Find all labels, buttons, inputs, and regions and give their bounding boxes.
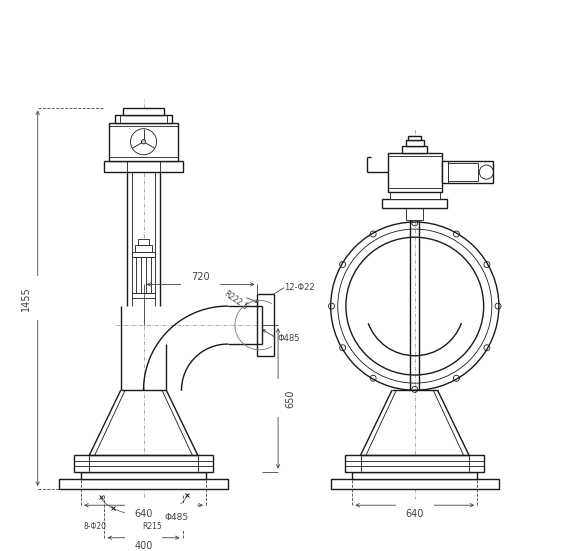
Bar — [442, 161, 494, 183]
Bar — [132, 252, 155, 257]
Text: R215: R215 — [142, 522, 162, 531]
Bar — [353, 472, 477, 479]
Bar — [448, 164, 478, 181]
Text: R222.5: R222.5 — [222, 289, 249, 312]
Bar — [115, 115, 172, 123]
Bar — [403, 145, 427, 153]
Bar — [123, 107, 164, 115]
Bar — [136, 257, 151, 293]
Bar — [74, 455, 213, 472]
Bar — [405, 140, 424, 145]
Bar — [132, 293, 155, 298]
Text: 650: 650 — [285, 389, 295, 408]
Bar — [135, 245, 152, 252]
Bar — [104, 161, 183, 171]
Bar — [408, 136, 421, 140]
Bar — [345, 455, 484, 472]
Text: 1455: 1455 — [21, 286, 31, 311]
Text: Φ485: Φ485 — [277, 334, 300, 343]
Bar — [59, 479, 227, 489]
Bar — [81, 472, 206, 479]
Circle shape — [142, 514, 145, 516]
Text: 720: 720 — [191, 272, 210, 282]
Text: 400: 400 — [135, 541, 153, 551]
Text: 640: 640 — [405, 509, 424, 519]
Bar — [137, 239, 150, 245]
Text: 8-Φ20: 8-Φ20 — [83, 522, 106, 531]
Text: 640: 640 — [135, 509, 153, 519]
Bar — [390, 192, 440, 199]
Bar — [387, 153, 442, 192]
Circle shape — [142, 139, 146, 144]
Bar — [331, 479, 499, 489]
Bar — [406, 208, 423, 220]
Text: Φ485: Φ485 — [164, 512, 188, 522]
Bar — [382, 199, 447, 208]
Text: 12-Φ22: 12-Φ22 — [285, 283, 315, 292]
Bar — [110, 123, 177, 161]
